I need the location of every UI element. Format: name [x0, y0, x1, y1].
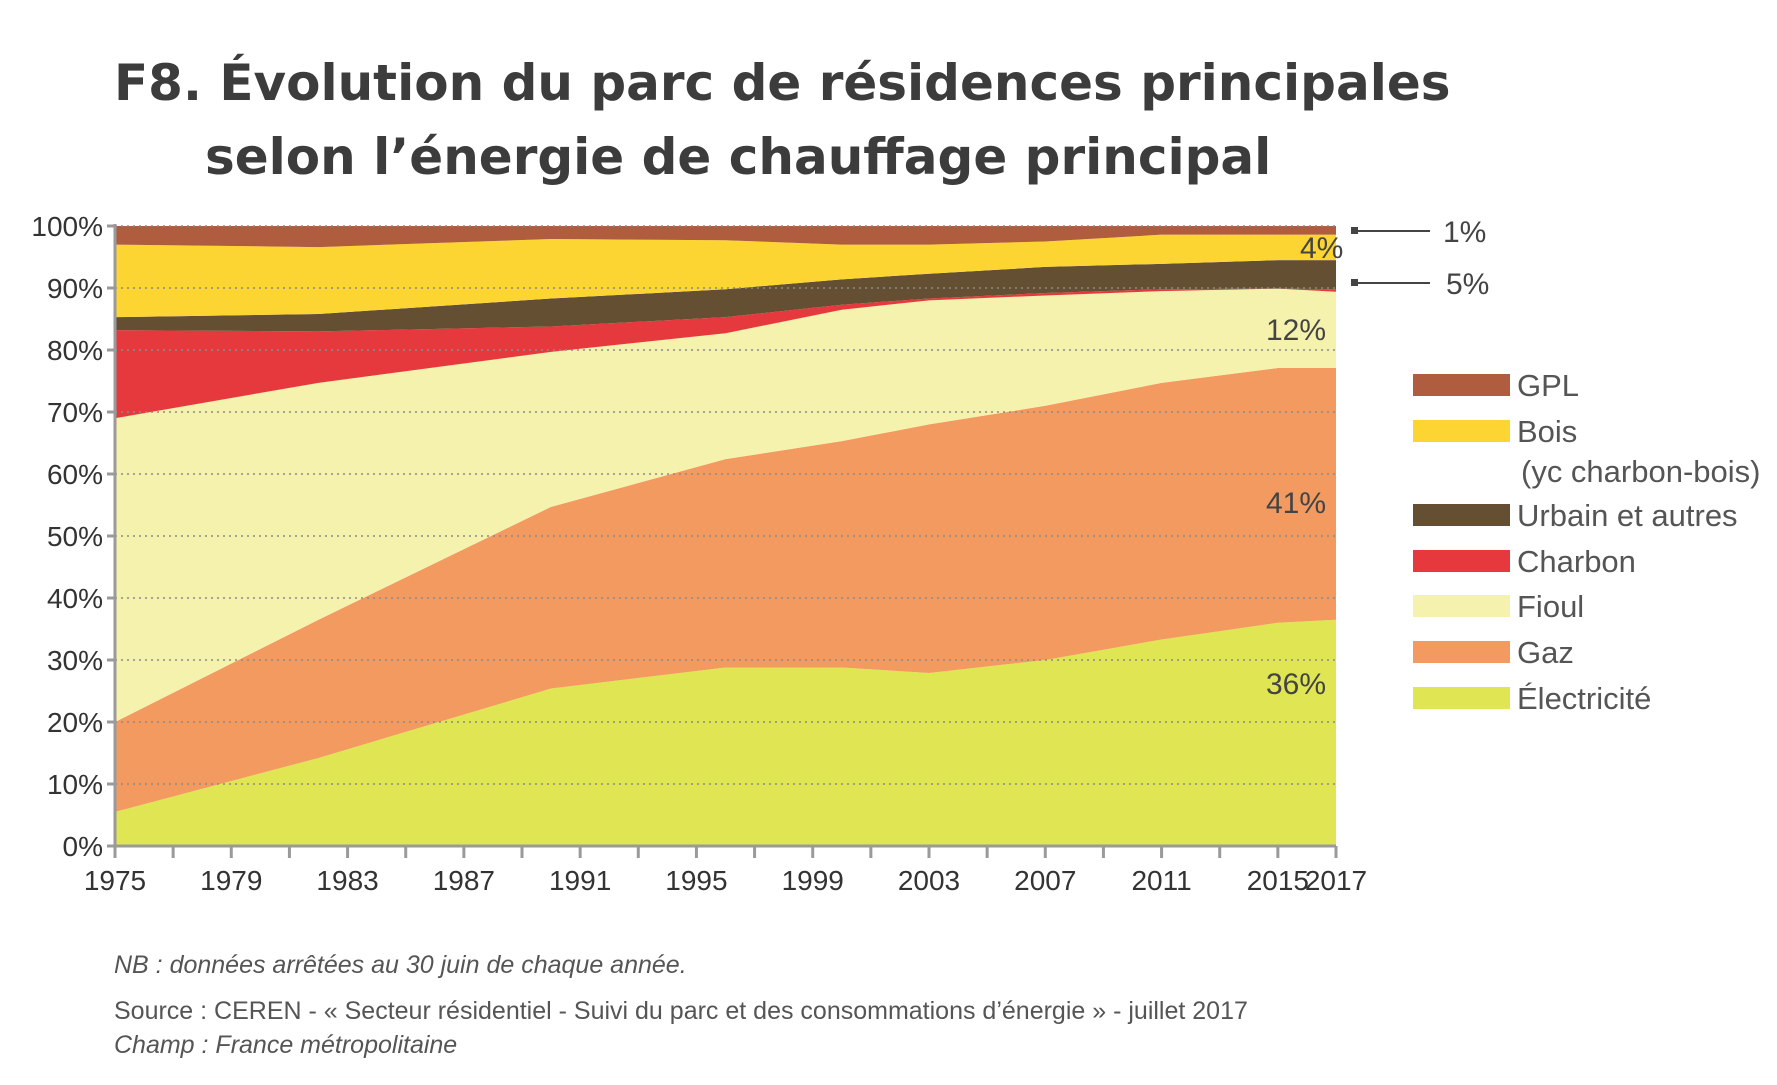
y-tick-label: 80%	[47, 335, 103, 366]
y-tick-label: 60%	[47, 459, 103, 490]
legend-item: Fioul	[1413, 589, 1584, 624]
y-tick-label: 90%	[47, 273, 103, 304]
y-tick-label: 30%	[47, 645, 103, 676]
x-tick-label: 1995	[665, 865, 727, 896]
area-fioul	[115, 288, 1336, 722]
callout-gpl: 1%	[1351, 216, 1486, 249]
note-champ: Champ : France métropolitaine	[114, 1031, 457, 1059]
legend-item: Gaz	[1413, 635, 1574, 670]
x-tick-label: 1999	[782, 865, 844, 896]
area-gaz	[115, 367, 1336, 812]
chart-title-line1: F8. Évolution du parc de résidences prin…	[114, 53, 1451, 112]
legend-label: Bois	[1517, 414, 1577, 449]
legend-label: Urbain et autres	[1517, 498, 1738, 533]
area-charbon	[115, 288, 1336, 419]
area-bois	[115, 234, 1336, 318]
area-gpl	[115, 226, 1336, 248]
label-gaz: 41%	[1266, 487, 1326, 520]
legend-label: Fioul	[1517, 589, 1584, 624]
legend-label: Gaz	[1517, 635, 1574, 670]
y-tick-label: 40%	[47, 583, 103, 614]
legend-item: Bois (yc charbon-bois)	[1413, 414, 1760, 489]
y-tick-label: 50%	[47, 521, 103, 552]
callout-gpl-label: 1%	[1443, 216, 1486, 249]
legend-swatch	[1413, 641, 1510, 663]
y-tick-label: 10%	[47, 769, 103, 800]
x-tick-label: 2003	[898, 865, 960, 896]
areas	[115, 226, 1336, 846]
legend: GPL Bois (yc charbon-bois) Urbain et autres…	[1413, 368, 1760, 716]
y-tick-label: 100%	[31, 211, 103, 242]
legend-swatch	[1413, 420, 1510, 442]
y-tick-label: 0%	[63, 831, 103, 862]
legend-label: Électricité	[1517, 681, 1651, 716]
area-urbain-et-autres	[115, 260, 1336, 332]
legend-label: GPL	[1517, 368, 1579, 403]
legend-item: Charbon	[1413, 544, 1636, 579]
x-tick-label: 2011	[1131, 865, 1191, 896]
area--lectricit-	[115, 619, 1336, 846]
x-tick-label: 1975	[84, 865, 146, 896]
legend-item: GPL	[1413, 368, 1579, 403]
legend-swatch	[1413, 595, 1510, 617]
axes: 0% 10% 20% 30% 40% 50% 60% 70% 80% 90% 100% 1975 197…	[31, 211, 1367, 896]
x-tick-label: 1983	[316, 865, 378, 896]
legend-label: Charbon	[1517, 544, 1636, 579]
legend-swatch	[1413, 550, 1510, 572]
x-tick-label: 2007	[1014, 865, 1076, 896]
note-nb: NB : données arrêtées au 30 juin de chaq…	[114, 951, 687, 979]
x-tick-label: 1991	[549, 865, 611, 896]
label-bois: 4%	[1300, 232, 1343, 265]
legend-swatch	[1413, 687, 1510, 709]
x-tick-label: 1987	[433, 865, 495, 896]
y-tick-label: 20%	[47, 707, 103, 738]
y-tick-label: 70%	[47, 397, 103, 428]
x-tick-label: 2017	[1305, 865, 1367, 896]
x-tick-label: 1979	[200, 865, 262, 896]
callout-urbain-label: 5%	[1446, 268, 1489, 301]
legend-item: Électricité	[1413, 681, 1651, 716]
legend-label-line2: (yc charbon-bois)	[1521, 454, 1760, 489]
label-fioul: 12%	[1266, 314, 1326, 347]
callout-urbain: 5%	[1351, 268, 1489, 301]
chart-title-line2: selon l’énergie de chauffage principal	[205, 128, 1271, 186]
legend-swatch	[1413, 374, 1510, 396]
legend-swatch	[1413, 504, 1510, 526]
note-source: Source : CEREN - « Secteur résidentiel -…	[114, 997, 1248, 1025]
legend-item: Urbain et autres	[1413, 498, 1738, 533]
x-tick-label: 2015	[1247, 865, 1309, 896]
label-electricite: 36%	[1266, 668, 1326, 701]
